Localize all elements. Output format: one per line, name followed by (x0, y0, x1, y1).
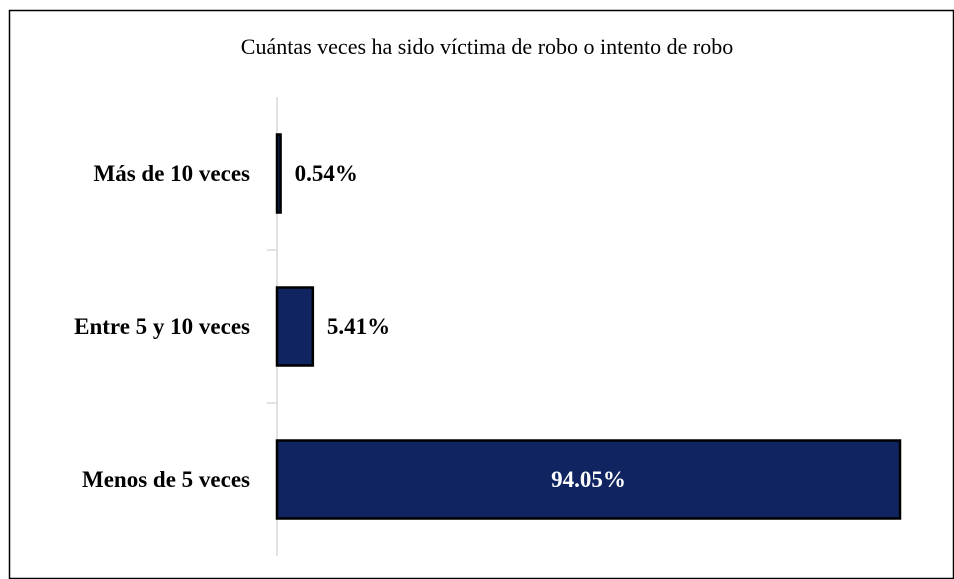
category-label: Menos de 5 veces (82, 467, 250, 492)
value-label: 5.41% (327, 314, 390, 339)
value-label: 94.05% (551, 467, 626, 492)
value-label: 0.54% (295, 161, 358, 186)
bar (275, 133, 282, 214)
category-label: Entre 5 y 10 veces (74, 314, 250, 339)
category-label: Más de 10 veces (94, 161, 251, 186)
bar (275, 439, 902, 520)
chart-title: Cuántas veces ha sido víctima de robo o … (241, 34, 733, 59)
bar (275, 286, 315, 367)
